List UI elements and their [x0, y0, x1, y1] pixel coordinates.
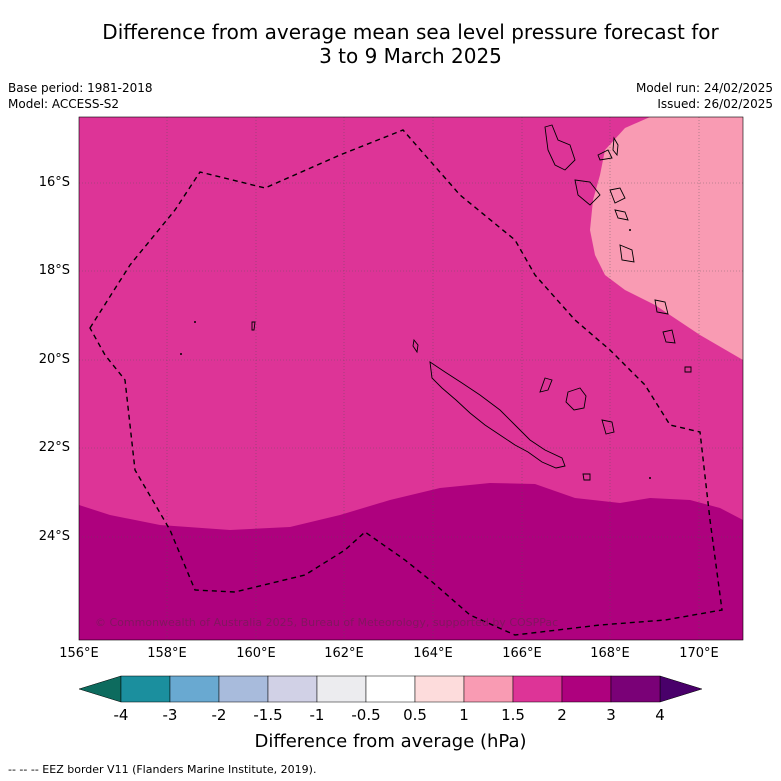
colorbar-tick-label: -1.5: [253, 706, 283, 724]
colorbar-segment: [561, 675, 612, 703]
vanuatu-coastline: [619, 244, 635, 263]
issued-text: Issued: 26/02/2025: [657, 97, 773, 111]
lon-label: 156°E: [59, 646, 99, 661]
vanuatu-coastline: [574, 179, 601, 206]
colorbar: [78, 675, 703, 703]
model-text: Model: ACCESS-S2: [8, 97, 120, 111]
island-outline: [412, 338, 419, 354]
isle-of-pines: [582, 473, 591, 481]
lon-label: 168°E: [590, 646, 630, 661]
loyalty-island: [601, 419, 615, 435]
map-frame: [78, 116, 744, 641]
new-caledonia-coastline: [429, 361, 566, 469]
colorbar-tick-label: -1: [309, 706, 325, 724]
vanuatu-coastline: [654, 299, 669, 315]
lon-label: 164°E: [413, 646, 453, 661]
colorbar-tick-label: -2: [211, 706, 227, 724]
map-panel: [79, 117, 743, 640]
colorbar-segment: [120, 675, 171, 703]
island-outline: [251, 321, 256, 331]
vanuatu-coastline: [597, 149, 613, 161]
colorbar-tick-label: 3: [606, 706, 616, 724]
model-run-text: Model run: 24/02/2025: [635, 81, 773, 95]
lon-label: 166°E: [502, 646, 542, 661]
vanuatu-coastline: [544, 124, 576, 171]
lon-label: 160°E: [236, 646, 276, 661]
map-title: Difference from average mean sea level p…: [40, 20, 781, 68]
colorbar-segment: [169, 675, 220, 703]
colorbar-tick-label: 1.5: [501, 706, 525, 724]
colorbar-segment: [365, 675, 416, 703]
anomaly-field-1-1.5: [590, 117, 743, 360]
colorbar-tick-label: -0.5: [351, 706, 381, 724]
colorbar-segment: [267, 675, 318, 703]
colorbar-tick-label: 2: [557, 706, 567, 724]
colorbar-segment: [218, 675, 269, 703]
vanuatu-coastline: [609, 187, 626, 204]
anomaly-field-2-3: [79, 483, 743, 640]
colorbar-segment: [414, 675, 465, 703]
lon-label: 162°E: [324, 646, 364, 661]
lon-label: 170°E: [679, 646, 719, 661]
lat-label: 22°S: [38, 440, 70, 455]
island-outline: [684, 366, 692, 373]
lon-label: 158°E: [147, 646, 187, 661]
vanuatu-coastline: [614, 209, 629, 221]
colorbar-segment: [463, 675, 514, 703]
colorbar-tick-label: 0.5: [403, 706, 427, 724]
vanuatu-coastline: [662, 329, 676, 344]
colorbar-tick-label: 1: [459, 706, 469, 724]
colorbar-under-arrow: [78, 675, 122, 703]
eez-footnote: -- -- -- EEZ border V11 (Flanders Marine…: [8, 763, 317, 776]
lat-label: 20°S: [38, 352, 70, 367]
colorbar-over-arrow: [659, 675, 703, 703]
gridlines: [79, 117, 743, 640]
colorbar-segment: [610, 675, 661, 703]
title-line-2: 3 to 9 March 2025: [319, 44, 502, 68]
loyalty-island: [565, 387, 587, 411]
lat-label: 18°S: [38, 263, 70, 278]
colorbar-tick-label: -4: [113, 706, 129, 724]
copyright-text: © Commonwealth of Australia 2025, Bureau…: [95, 616, 558, 629]
loyalty-island: [539, 377, 553, 393]
colorbar-tick-label: 4: [655, 706, 665, 724]
eez-border: [89, 129, 723, 636]
vanuatu-coastline: [612, 136, 619, 157]
colorbar-segment: [512, 675, 563, 703]
lat-label: 24°S: [38, 529, 70, 544]
lat-label: 16°S: [38, 175, 70, 190]
base-period-text: Base period: 1981-2018: [8, 81, 153, 95]
colorbar-tick-label: -3: [162, 706, 178, 724]
colorbar-title: Difference from average (hPa): [254, 731, 527, 752]
title-line-1: Difference from average mean sea level p…: [102, 20, 719, 44]
colorbar-segment: [316, 675, 367, 703]
